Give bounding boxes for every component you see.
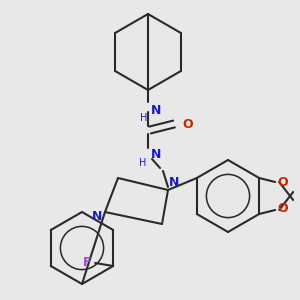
Text: H: H: [139, 158, 147, 168]
Text: N: N: [169, 176, 179, 188]
Text: O: O: [278, 176, 289, 190]
Text: N: N: [151, 103, 161, 116]
Text: F: F: [83, 256, 92, 269]
Text: N: N: [92, 209, 102, 223]
Text: O: O: [183, 118, 193, 130]
Text: N: N: [151, 148, 161, 161]
Text: H: H: [140, 113, 148, 123]
Text: O: O: [278, 202, 289, 215]
